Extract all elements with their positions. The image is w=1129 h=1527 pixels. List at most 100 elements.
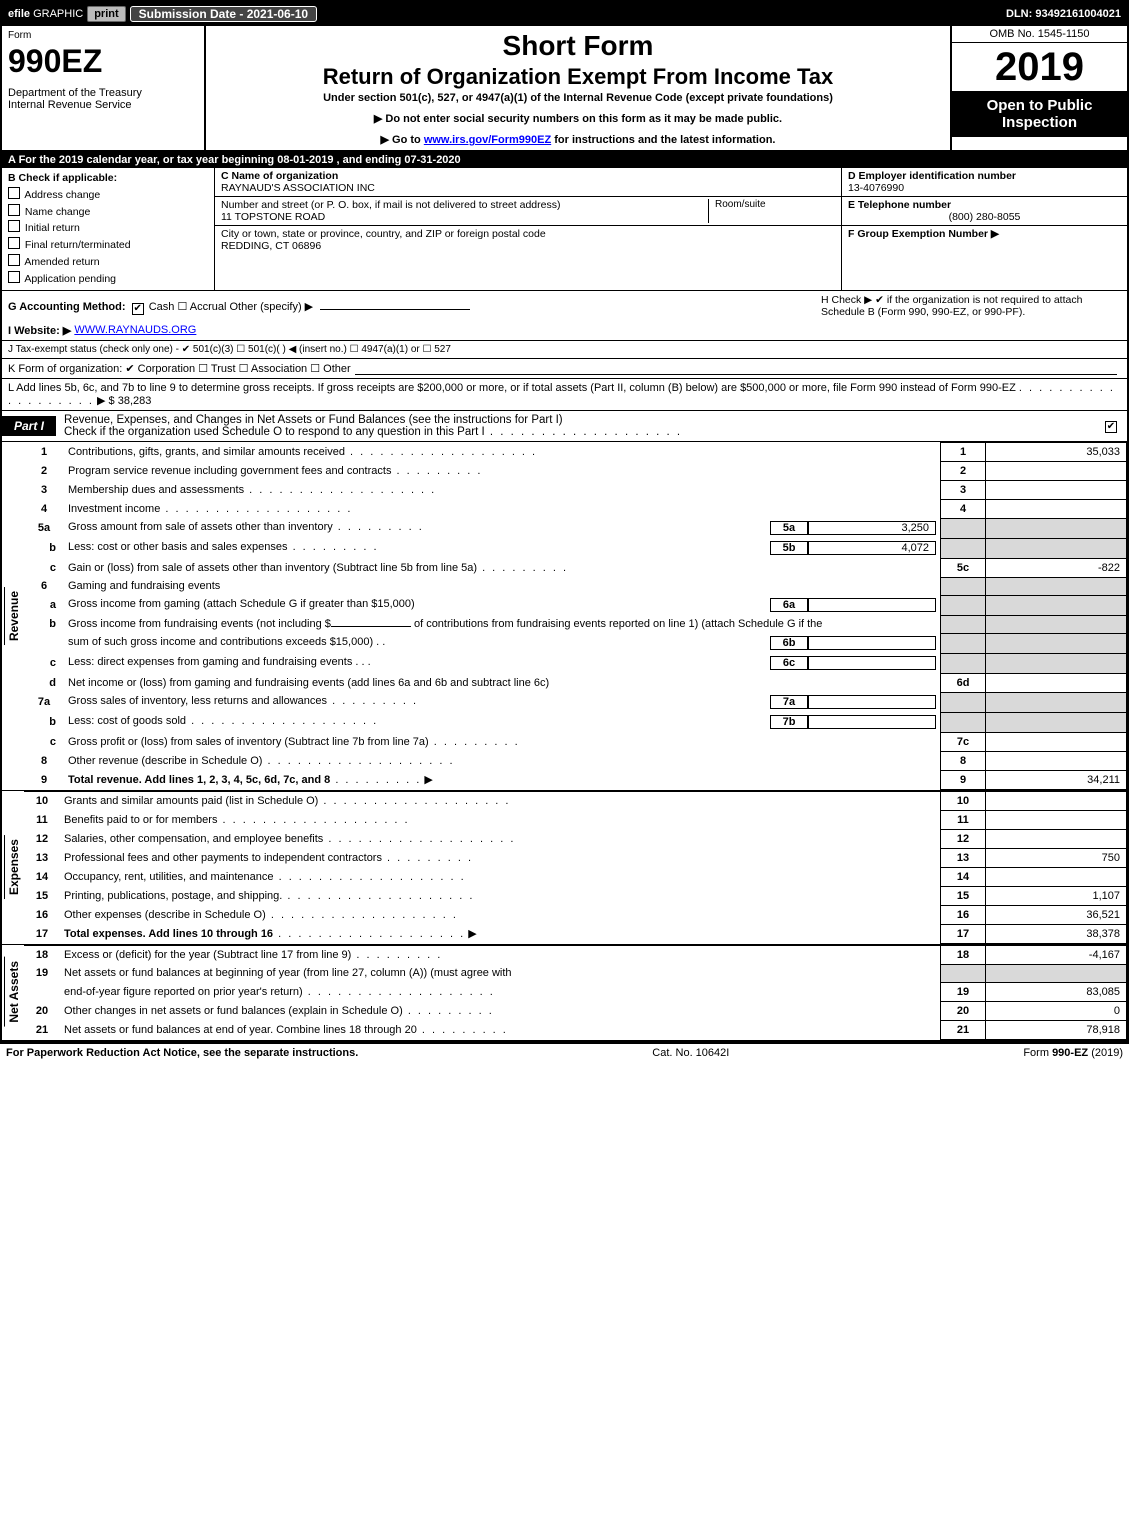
print-button[interactable]: print [87,6,125,22]
l13-v: 750 [986,848,1127,867]
part1-title: Revenue, Expenses, and Changes in Net As… [56,411,1105,441]
l20-v: 0 [986,1001,1127,1020]
ein: 13-4076990 [848,182,904,194]
l4-n: 4 [941,499,986,518]
l4-d: Investment income [68,503,160,515]
l8-d: Other revenue (describe in Schedule O) [68,755,262,767]
col-d-e-f: D Employer identification number 13-4076… [841,168,1127,290]
l6b-fill [331,626,411,627]
d [417,1024,508,1036]
l19-v: 83,085 [986,982,1127,1001]
row-l: L Add lines 5b, 6c, and 7b to line 9 to … [2,379,1127,411]
p1-instr: Check if the organization used Schedule … [64,426,485,438]
row-j: J Tax-exempt status (check only one) - ✔… [2,341,1127,359]
l2-d: Program service revenue including govern… [68,465,391,477]
d-ein-row: D Employer identification number 13-4076… [842,168,1127,197]
part1-check [1105,419,1127,433]
g [986,692,1127,712]
l5a-d: Gross amount from sale of assets other t… [68,521,333,533]
l13-d: Professional fees and other payments to … [64,852,382,864]
d [327,695,418,707]
d [477,562,568,574]
l18-d: Excess or (deficit) for the year (Subtra… [64,949,351,961]
part1-header: Part I Revenue, Expenses, and Changes in… [2,411,1127,442]
l17-n: 17 [941,924,986,943]
fr-pre: Form [1023,1047,1052,1059]
city-lbl: City or town, state or province, country… [221,228,546,240]
l6b2-iv [808,636,936,650]
d [330,774,421,786]
l18-n: 18 [941,945,986,964]
form-subtitle: Return of Organization Exempt From Incom… [212,64,944,90]
b-opt-0: Address change [24,189,100,201]
c-addr-row: Number and street (or P. O. box, if mail… [215,197,841,226]
dln-lbl: DLN: [1006,8,1035,20]
g [941,692,986,712]
revenue-table: 1Contributions, gifts, grants, and simil… [24,442,1127,790]
k-txt: K Form of organization: ✔ Corporation ☐ … [8,362,351,375]
g [941,538,986,558]
p1-ts: (see the instructions for Part I) [409,414,563,426]
website-link[interactable]: WWW.RAYNAUDS.ORG [74,324,196,336]
l12-v [986,829,1127,848]
l8-v [986,751,1127,770]
expenses-section: Expenses 10Grants and similar amounts pa… [2,791,1127,945]
l9-d: Total revenue. Add lines 1, 2, 3, 4, 5c,… [68,774,330,786]
l-txt: L Add lines 5b, 6c, and 7b to line 9 to … [8,382,1016,394]
d [262,755,454,767]
cb-schedule-o[interactable] [1105,421,1117,433]
g [986,964,1127,982]
ssn-note: ▶ Do not enter social security numbers o… [212,112,944,125]
h-text: H Check ▶ ✔ if the organization is not r… [811,294,1121,318]
l3-d: Membership dues and assessments [68,484,244,496]
cb-address-change[interactable] [8,187,20,199]
header-mid: Short Form Return of Organization Exempt… [206,26,950,150]
l6b1-d: Gross income from fundraising events (no… [68,618,331,630]
l15-d: Printing, publications, postage, and shi… [64,890,282,902]
g [986,538,1127,558]
d [403,1005,494,1017]
d [429,736,520,748]
form-title: Short Form [212,30,944,62]
l7c-n: 7c [941,732,986,751]
l6d-v [986,673,1127,692]
org-city: REDDING, CT 06896 [221,240,321,252]
l7a-d: Gross sales of inventory, less returns a… [68,695,327,707]
l-amt-lbl: ▶ $ [97,395,118,407]
org-name: RAYNAUD'S ASSOCIATION INC [221,182,375,194]
d [351,949,442,961]
l8-n: 8 [941,751,986,770]
g-lbl: G Accounting Method: [8,301,126,313]
l6b2-d: sum of such gross income and contributio… [68,636,373,648]
l7b-iv [808,715,936,729]
cb-initial-return[interactable] [8,220,20,232]
na-side-lbl: Net Assets [4,957,23,1027]
l20-n: 20 [941,1001,986,1020]
l7c-v [986,732,1127,751]
org-addr: 11 TOPSTONE ROAD [221,211,325,223]
g [941,577,986,595]
g [986,633,1127,653]
cb-name-change[interactable] [8,204,20,216]
cb-app-pending[interactable] [8,271,20,283]
d [273,928,465,940]
revenue-section: Revenue 1Contributions, gifts, grants, a… [2,442,1127,791]
cb-final-return[interactable] [8,237,20,249]
submission-date-pill: Submission Date - 2021-06-10 [130,6,317,22]
l1-d: Contributions, gifts, grants, and simila… [68,446,345,458]
cb-amended[interactable] [8,254,20,266]
dln-val: 93492161004021 [1035,8,1121,20]
l6c-d: Less: direct expenses from gaming and fu… [68,656,352,668]
l6c-ib: 6c [770,656,808,670]
l7b-d: Less: cost of goods sold [68,715,186,727]
topbar-left: efile GRAPHIC print Submission Date - 20… [2,2,327,26]
irs-link[interactable]: www.irs.gov/Form990EZ [424,134,551,146]
l10-v [986,791,1127,810]
sub-date-lbl: Submission Date - [139,7,247,21]
cb-cash[interactable] [132,303,144,315]
l4-v [986,499,1127,518]
l6b1b-d: of contributions from fundraising events… [411,618,823,630]
l16-d: Other expenses (describe in Schedule O) [64,909,266,921]
b-opt-3: Final return/terminated [25,239,131,251]
l6a-ib: 6a [770,598,808,612]
